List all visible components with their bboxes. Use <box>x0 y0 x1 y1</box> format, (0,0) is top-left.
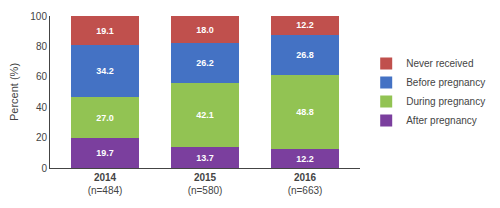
svg-text:42.1: 42.1 <box>196 110 214 120</box>
svg-text:Never received: Never received <box>406 58 473 69</box>
svg-text:2015(n=580): 2015(n=580) <box>188 172 223 196</box>
svg-text:20: 20 <box>36 132 48 143</box>
svg-text:60: 60 <box>36 71 48 82</box>
svg-text:2016(n=663): 2016(n=663) <box>288 172 323 196</box>
svg-text:40: 40 <box>36 102 48 113</box>
svg-text:During pregnancy: During pregnancy <box>406 96 485 107</box>
svg-text:26.2: 26.2 <box>196 58 214 68</box>
svg-text:12.2: 12.2 <box>296 20 314 30</box>
svg-text:34.2: 34.2 <box>96 66 114 76</box>
svg-text:19.7: 19.7 <box>96 148 114 158</box>
svg-text:80: 80 <box>36 41 48 52</box>
svg-text:Before pregnancy: Before pregnancy <box>406 77 485 88</box>
svg-text:After pregnancy: After pregnancy <box>406 115 477 126</box>
svg-text:12.2: 12.2 <box>296 154 314 164</box>
svg-text:100: 100 <box>30 11 47 22</box>
svg-text:13.7: 13.7 <box>196 153 214 163</box>
svg-text:18.0: 18.0 <box>196 25 214 35</box>
svg-text:48.8: 48.8 <box>296 107 314 117</box>
svg-text:2014(n=484): 2014(n=484) <box>88 172 123 196</box>
svg-text:0: 0 <box>41 163 47 174</box>
svg-text:27.0: 27.0 <box>96 113 114 123</box>
svg-text:19.1: 19.1 <box>96 26 114 36</box>
svg-text:26.8: 26.8 <box>296 50 314 60</box>
svg-text:Percent (%): Percent (%) <box>8 63 20 121</box>
